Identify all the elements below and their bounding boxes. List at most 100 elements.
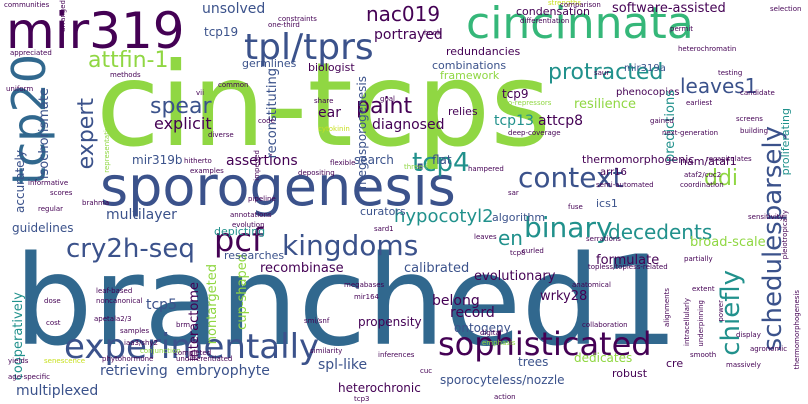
word-methods: methods [110, 71, 141, 79]
word-belong: belong [432, 293, 480, 309]
word-conjunction: conjunction [140, 347, 181, 355]
word-mir164: mir164 [354, 293, 380, 301]
word-portrayed: portrayed [374, 27, 443, 43]
word-en: en [498, 226, 523, 250]
word-massively: massively [726, 361, 761, 369]
word-impeded: impeded [253, 150, 261, 181]
word-retrieving: retrieving [100, 363, 168, 379]
word-agronomic: agronomic [750, 345, 788, 353]
word-comparison: comparison [560, 1, 601, 9]
word-kingdoms: kingdoms [282, 229, 419, 262]
word-ics1: ics1 [596, 197, 618, 210]
word-leaves1: leaves1 [680, 74, 758, 98]
word-representatives: representatives [103, 118, 111, 173]
word-protracted: protracted [548, 60, 664, 85]
word-paint: paint [356, 94, 413, 119]
word-resilience: resilience [574, 97, 637, 112]
word-mir319b: mir319b [132, 153, 183, 167]
word-undifferentiated: undifferentiated [176, 355, 233, 363]
word-ontogeny: ontogeny [454, 321, 511, 335]
word-communities: communities [4, 1, 50, 9]
word-decedents: decedents [608, 220, 713, 244]
word-sard1: sard1 [374, 225, 394, 233]
word-accurately: accurately [13, 150, 27, 213]
word-combinations: combinations [432, 59, 507, 72]
word-hook: hook [424, 29, 442, 37]
word-recombinase: recombinase [260, 261, 344, 276]
word-completed: completed [174, 349, 212, 357]
word-power: power [717, 300, 725, 322]
word-partially: partially [684, 255, 713, 263]
word-testing: testing [718, 69, 743, 77]
word-smooth: smooth [690, 351, 717, 359]
word-evolutionary: evolutionary [474, 269, 556, 284]
word-nac019: nac019 [366, 2, 441, 26]
word-phenocopies: phenocopies [616, 87, 680, 98]
word-flat: flat [432, 153, 452, 167]
word-multiplexed: multiplexed [16, 383, 99, 399]
word-scores: scores [50, 189, 73, 197]
word-pipeline: pipeline [248, 195, 276, 203]
word-vii: vii [196, 89, 205, 97]
word-cup-shaped: cup-shaped [235, 254, 250, 330]
word-context: context [518, 161, 624, 194]
word-goal: goal [380, 95, 395, 103]
word-iaa3-shy2: iaa3/shy2 [124, 339, 159, 347]
word-curled: curled [522, 247, 544, 255]
word-relies: relies [448, 105, 478, 118]
word-mir319: mir319 [6, 2, 185, 60]
word-tpl-tprs: tpl/tprs [244, 27, 374, 68]
word-anatomical: anatomical [572, 281, 611, 289]
word-flexible: flexible [330, 159, 356, 167]
word-condensation: condensation [516, 5, 591, 18]
word-gained: gained [650, 117, 674, 125]
word-sporogenesis: sporogenesis [100, 155, 456, 218]
word-dose: dose [44, 297, 61, 305]
word-tcp19: tcp19 [204, 25, 239, 39]
word-formulate: formulate [596, 253, 660, 268]
word-alignments: alignments [663, 288, 671, 328]
word-three-fold: three-fold [404, 163, 439, 171]
word-differentiation: differentiation [520, 17, 570, 25]
word-assertions: assertions [226, 153, 298, 169]
word-smi-snf: smi/snf [304, 317, 330, 325]
word-biologist: biologist [308, 61, 355, 74]
word-broad-scale: broad-scale [690, 235, 766, 250]
word-depicting: depicting [214, 225, 266, 238]
word-earliest: earliest [686, 99, 713, 107]
word-nontargeted: nontargeted [205, 264, 220, 345]
word-informative: informative [28, 179, 69, 187]
word-uniform: uniform [6, 85, 34, 93]
word-tcp13: tcp13 [494, 113, 534, 129]
word-heterochronic: heterochronic [338, 381, 421, 395]
word-sensitivity: sensitivity [748, 213, 784, 221]
word-cincinnata: cincinnata [466, 0, 694, 49]
word-one-third: one-third [268, 21, 300, 29]
word-spl-like: spl-like [318, 357, 368, 373]
word-framework: framework [440, 69, 500, 82]
word-redundancies: redundancies [446, 45, 521, 58]
word-share: share [314, 97, 334, 105]
word-branched1: branched1 [14, 230, 679, 374]
word-cooperatively: cooperatively [11, 292, 26, 381]
word-explicit: explicit [154, 114, 212, 133]
word-apetala2-3: apetala2/3 [94, 315, 132, 323]
word-permit: permit [670, 25, 694, 33]
word-predictions: predictions [663, 90, 678, 162]
word-common: common [218, 81, 249, 89]
word-semi-automated: semi-automated [596, 181, 654, 189]
word-underpinning: underpinning [697, 300, 705, 347]
word-coordination: coordination [680, 181, 724, 189]
word-record: record [450, 305, 495, 321]
word-cuc: cuc [420, 367, 433, 375]
word-collaboration: collaboration [582, 321, 628, 329]
word-leaves: leaves [474, 233, 497, 241]
word-deep-coverage: deep-coverage [508, 129, 561, 137]
word-cost: cost [46, 319, 61, 327]
word-building: building [740, 127, 769, 135]
word-multilayer: multilayer [106, 207, 177, 223]
word-senescence: senescence [44, 357, 86, 365]
word-appreciated: appreciated [10, 49, 52, 57]
word-hampered: hampered [468, 165, 504, 173]
